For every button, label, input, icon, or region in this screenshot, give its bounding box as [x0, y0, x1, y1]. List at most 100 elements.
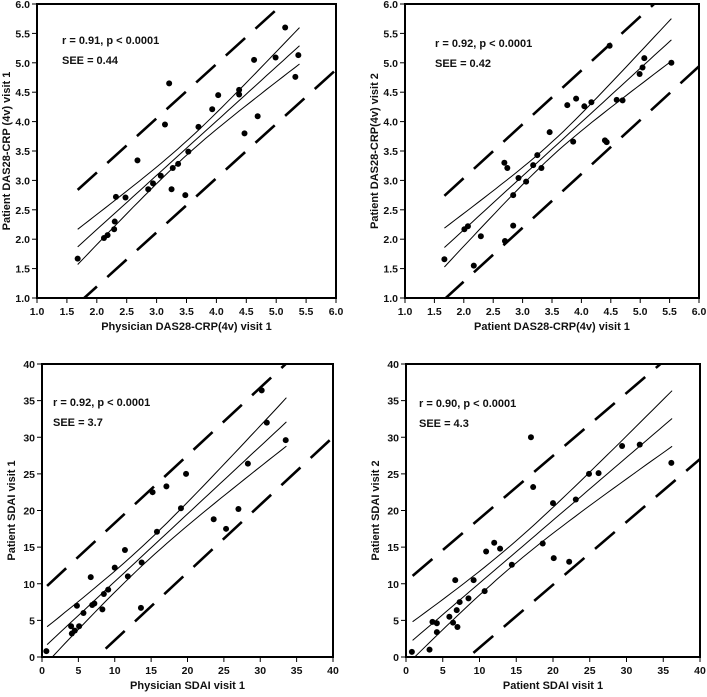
- regression-line: [46, 421, 287, 645]
- data-point: [619, 97, 626, 104]
- data-point: [426, 646, 433, 653]
- data-point: [477, 233, 484, 240]
- data-point: [523, 178, 530, 185]
- data-point: [504, 165, 511, 172]
- confidence-band-lower: [77, 63, 300, 265]
- data-point: [163, 483, 170, 490]
- prediction-band-lower: [94, 436, 333, 657]
- plot-frame: [36, 3, 337, 299]
- data-point: [636, 70, 643, 77]
- y-tick-label: 0: [29, 652, 35, 664]
- data-point: [515, 175, 522, 182]
- x-tick-label: 20: [547, 665, 559, 677]
- data-point: [508, 561, 515, 568]
- see-annotation: SEE = 4.3: [419, 418, 469, 430]
- y-tick-label: 2.0: [15, 234, 30, 246]
- data-point: [481, 588, 488, 595]
- prediction-band-upper: [411, 364, 663, 577]
- data-point: [121, 547, 128, 554]
- x-tick-label: 5.0: [633, 306, 648, 318]
- y-tick-label: 40: [23, 359, 35, 371]
- data-point: [581, 103, 588, 110]
- x-tick-label: 4.0: [574, 306, 589, 318]
- data-point: [71, 627, 78, 634]
- correlation-annotation: r = 0.90, p < 0.0001: [419, 398, 516, 410]
- x-tick-label: 3.0: [149, 306, 164, 318]
- y-tick-label: 40: [387, 359, 399, 371]
- data-point: [456, 599, 463, 606]
- x-tick-label: 0: [39, 665, 45, 677]
- data-point: [111, 564, 118, 571]
- data-point: [501, 159, 508, 166]
- y-tick-label: 6.0: [15, 0, 30, 11]
- data-point: [470, 262, 477, 269]
- x-tick-label: 10: [474, 665, 486, 677]
- data-point: [145, 186, 152, 193]
- y-tick-label: 1.5: [383, 264, 398, 276]
- regression-line: [444, 39, 672, 248]
- data-point: [236, 91, 243, 98]
- x-tick-label: 35: [657, 665, 669, 677]
- data-point: [236, 86, 243, 93]
- x-tick-label: 15: [145, 665, 157, 677]
- data-point: [124, 573, 131, 580]
- y-tick-label: 1.0: [15, 293, 30, 305]
- data-point: [138, 559, 145, 566]
- correlation-annotation: r = 0.92, p < 0.0001: [435, 38, 532, 50]
- data-point: [295, 52, 302, 59]
- x-tick-label: 15: [510, 665, 522, 677]
- data-point: [550, 555, 557, 562]
- data-point: [510, 222, 517, 229]
- data-point: [641, 55, 648, 62]
- data-point: [441, 256, 448, 263]
- data-point: [112, 193, 119, 200]
- data-point: [177, 505, 184, 512]
- y-tick-label: 4.0: [15, 117, 30, 129]
- prediction-band-upper: [443, 4, 656, 197]
- x-tick-label: 2.0: [456, 306, 471, 318]
- y-tick-label: 2.5: [383, 205, 398, 217]
- data-point: [244, 460, 251, 467]
- data-point: [501, 237, 508, 244]
- y-tick-label: 4.5: [383, 87, 398, 99]
- x-tick-label: 5.5: [662, 306, 677, 318]
- confidence-band-lower: [413, 445, 673, 657]
- data-point: [43, 648, 50, 655]
- x-tick-label: 40: [327, 665, 339, 677]
- correlation-annotation: r = 0.92, p < 0.0001: [53, 397, 150, 409]
- x-axis-title: Physician DAS28-CRP(4v) visit 1: [101, 321, 272, 333]
- data-point: [282, 24, 289, 31]
- plot-frame: [41, 363, 334, 658]
- scatter-panel-3: 0 5 10 15 20 25 30 35 40 0 5 10 15 20 25 30 35 40 Physicia…: [6, 359, 339, 692]
- data-point: [100, 591, 107, 598]
- scatter-panel-1: 1.0 1.5 2.0 2.5 3.0 3.5 4.0 4.5 5.0 5.5 6.0 1.0 1.5 2…: [1, 0, 343, 333]
- data-point: [491, 539, 498, 546]
- data-point: [210, 516, 217, 523]
- data-point: [586, 470, 593, 477]
- data-point: [452, 577, 459, 584]
- x-tick-label: 25: [584, 665, 596, 677]
- y-tick-label: 35: [387, 396, 399, 408]
- data-point: [454, 623, 461, 630]
- x-tick-label: 1.5: [427, 306, 442, 318]
- data-point: [603, 139, 610, 146]
- y-tick-label: 20: [23, 506, 35, 518]
- data-point: [539, 540, 546, 547]
- data-point: [161, 121, 168, 128]
- x-tick-label: 4.0: [209, 306, 224, 318]
- y-tick-label: 15: [387, 542, 399, 554]
- y-tick-label: 25: [23, 469, 35, 481]
- x-tick-label: 30: [254, 665, 266, 677]
- confidence-band-lower: [444, 60, 672, 268]
- see-annotation: SEE = 3.7: [53, 417, 103, 429]
- data-point: [465, 595, 472, 602]
- data-point: [137, 604, 144, 611]
- confidence-band-upper: [412, 390, 673, 623]
- data-point: [272, 54, 279, 61]
- data-point: [251, 56, 258, 63]
- data-point: [258, 387, 265, 394]
- y-tick-label: 0: [393, 652, 399, 664]
- data-point: [450, 619, 457, 626]
- x-tick-label: 1.5: [60, 306, 75, 318]
